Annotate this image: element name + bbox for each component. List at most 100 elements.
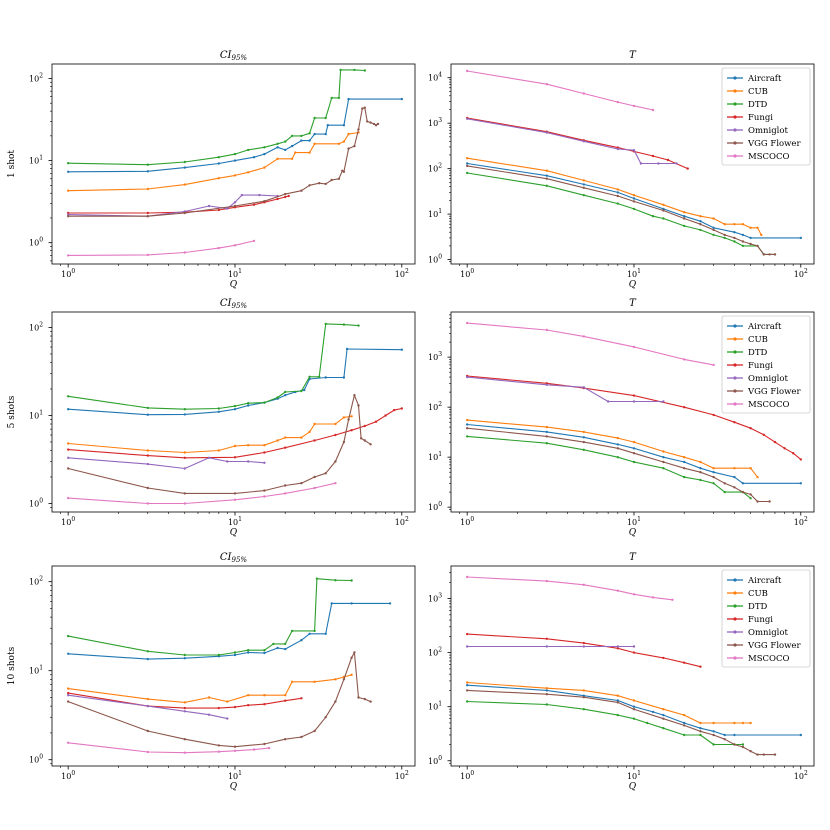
data-point-aircraft <box>699 220 702 223</box>
series-line-fungi <box>68 407 402 459</box>
data-point-mscoco <box>545 83 548 86</box>
data-point-aircraft <box>712 226 715 229</box>
data-point-cub <box>733 223 736 226</box>
data-point-fungi <box>666 158 670 162</box>
data-point-cub <box>233 174 237 177</box>
data-point-dtd <box>662 217 665 220</box>
data-point-mscoco <box>252 239 256 243</box>
data-point-aircraft <box>67 170 70 173</box>
tick-exponent: 2 <box>438 401 442 408</box>
data-point-mscoco <box>582 583 585 586</box>
tick-exponent: 2 <box>405 516 409 523</box>
data-point-aircraft <box>183 657 186 660</box>
data-point-dtd <box>217 407 220 410</box>
tick-exponent: 1 <box>238 516 242 523</box>
tick-base: 10 <box>794 518 804 527</box>
data-point-vgg-flower <box>146 215 149 218</box>
data-point-cub <box>632 440 636 444</box>
data-point-vgg-flower <box>699 223 702 226</box>
data-point-dtd <box>342 323 346 326</box>
data-point-omniglot <box>226 460 229 463</box>
data-point-mscoco <box>183 502 186 505</box>
data-point-vgg-flower <box>308 184 311 187</box>
data-point-vgg-flower <box>263 200 266 203</box>
legend: Aircraft CUB DTD Fungi Omniglot VGG Flower MSC… <box>721 569 811 668</box>
data-point-dtd <box>334 579 337 582</box>
data-point-vgg-flower <box>330 178 333 182</box>
data-point-aircraft <box>324 632 327 635</box>
data-point-vgg-flower <box>768 253 771 256</box>
data-point-vgg-flower <box>712 475 715 479</box>
series-dtd <box>67 322 360 411</box>
data-point-dtd <box>146 163 149 166</box>
data-point-cub <box>247 171 250 174</box>
data-point-vgg-flower <box>300 735 303 739</box>
data-point-vgg-flower <box>616 701 619 704</box>
y-tick-label: 100 <box>29 237 43 248</box>
data-point-omniglot <box>263 461 266 464</box>
data-point-dtd <box>582 194 585 197</box>
data-point-omniglot <box>183 467 186 470</box>
data-point-fungi <box>217 208 220 212</box>
data-point-cub <box>347 132 350 136</box>
plot-frame <box>51 63 416 265</box>
data-point-fungi <box>632 651 636 654</box>
data-point-omniglot <box>226 717 229 720</box>
legend-marker <box>733 376 737 380</box>
data-point-dtd <box>183 408 186 411</box>
data-point-vgg-flower <box>466 689 469 692</box>
data-point-vgg-flower <box>749 493 752 496</box>
data-point-vgg-flower <box>545 435 548 438</box>
data-point-fungi <box>67 448 70 451</box>
y-tick-label: 100 <box>428 501 442 512</box>
data-point-aircraft <box>290 144 294 148</box>
data-point-dtd <box>632 207 636 211</box>
tick-base: 10 <box>29 667 39 676</box>
data-point-cub <box>67 687 70 690</box>
data-point-aircraft <box>146 413 149 416</box>
data-point-fungi <box>545 637 548 640</box>
tick-base: 10 <box>228 270 238 279</box>
data-point-aircraft <box>723 733 726 737</box>
data-point-mscoco <box>466 575 469 579</box>
data-point-vgg-flower <box>768 500 771 503</box>
data-point-dtd <box>723 490 726 494</box>
data-point-mscoco <box>545 328 548 332</box>
tick-exponent: 2 <box>39 72 43 79</box>
data-point-mscoco <box>284 492 287 495</box>
data-point-vgg-flower <box>376 122 380 126</box>
data-point-vgg-flower <box>313 729 316 733</box>
data-point-cub <box>334 678 337 681</box>
data-point-vgg-flower <box>263 489 266 492</box>
y-axis-label: 1 shot <box>7 150 17 178</box>
data-point-vgg-flower <box>334 700 337 703</box>
legend-marker <box>733 141 737 145</box>
series-line-cub <box>68 131 359 192</box>
tick-exponent: 1 <box>438 451 442 458</box>
data-point-vgg-flower <box>733 743 736 746</box>
legend-label: DTD <box>748 602 767 612</box>
legend-marker <box>733 402 737 406</box>
data-point-aircraft <box>247 404 250 407</box>
x-tick-label: 101 <box>627 770 641 781</box>
data-point-vgg-flower <box>699 471 702 474</box>
data-point-fungi <box>183 706 186 710</box>
tick-exponent: 1 <box>39 665 43 672</box>
data-point-fungi <box>384 414 387 417</box>
plot-frame <box>450 565 815 767</box>
series-line-vgg-flower <box>467 689 775 756</box>
legend-label: Omniglot <box>748 126 788 136</box>
tick-base: 10 <box>794 270 804 279</box>
series-cub <box>67 673 353 704</box>
data-point-aircraft <box>313 132 316 136</box>
data-point-fungi <box>662 656 665 660</box>
data-point-fungi <box>582 641 585 645</box>
data-point-mscoco <box>183 751 186 754</box>
legend-marker <box>733 324 737 328</box>
tick-exponent: 1 <box>238 770 242 777</box>
tick-exponent: 0 <box>438 254 442 261</box>
data-point-aircraft <box>284 148 287 152</box>
tick-base: 10 <box>61 518 71 527</box>
data-point-omniglot <box>657 162 660 165</box>
